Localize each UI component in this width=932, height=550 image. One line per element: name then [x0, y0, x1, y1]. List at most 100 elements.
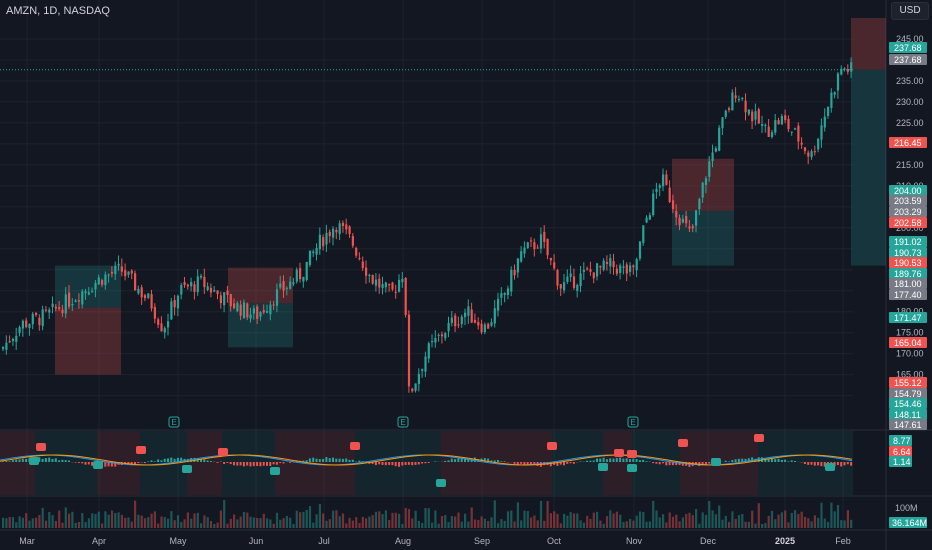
candle-body [421, 369, 424, 371]
price-tag [889, 337, 927, 348]
histogram-bar [467, 458, 470, 462]
candle-body [648, 215, 651, 220]
candle-body [586, 268, 589, 270]
volume-bar [678, 521, 681, 528]
histogram-bar [447, 460, 450, 462]
histogram-bar [523, 462, 526, 465]
histogram-bar [513, 462, 516, 464]
volume-bar [206, 517, 209, 528]
histogram-bar [619, 457, 622, 462]
candle-body [840, 68, 843, 75]
candle-body [764, 124, 767, 127]
volume-bar [794, 510, 797, 528]
volume-bar [579, 520, 582, 528]
histogram-bar [11, 460, 14, 462]
volume-bar [58, 510, 61, 528]
y-tick-label: 180.00 [896, 307, 924, 317]
histogram-bar [8, 461, 11, 462]
histogram-bar [487, 458, 490, 462]
volume-bar [71, 511, 74, 528]
candle-body [345, 224, 348, 230]
volume-bar [708, 501, 711, 528]
candle-body [605, 262, 609, 264]
histogram-bar [530, 462, 532, 466]
candle-body [823, 116, 826, 128]
histogram-bar [424, 462, 427, 464]
volume-bar [216, 522, 219, 528]
histogram-bar [704, 462, 707, 465]
volume-bar [107, 514, 110, 528]
volume-bar [658, 517, 661, 528]
volume-bar [285, 515, 288, 528]
volume-bar [252, 517, 255, 528]
volume-bar [140, 515, 143, 528]
volume-bar [440, 516, 444, 528]
candle-body [193, 284, 196, 292]
volume-bar [549, 513, 552, 528]
candle-body [500, 293, 503, 298]
candle-body [820, 125, 823, 140]
candle-body [209, 287, 213, 293]
candle-body [602, 260, 605, 270]
histogram-bar [282, 462, 285, 464]
histogram-bar [44, 458, 47, 462]
histogram-bar [226, 462, 229, 464]
volume-bar [176, 515, 180, 528]
candle-body [513, 269, 516, 276]
candle-body [695, 210, 698, 226]
candle-body [266, 311, 269, 313]
signal-marker-sell [627, 450, 637, 458]
volume-bar [94, 513, 97, 528]
candle-body [566, 276, 569, 282]
candle-body [790, 131, 793, 133]
y-tick-label: 235.00 [896, 76, 924, 86]
volume-bar [526, 511, 529, 528]
candle-body [305, 261, 308, 281]
candle-body [721, 117, 724, 129]
histogram-bar [223, 462, 226, 465]
candle-body [668, 187, 671, 203]
price-tag [889, 217, 927, 228]
volume-bar [681, 517, 684, 528]
volume-bar [338, 516, 341, 528]
candle-body [114, 265, 117, 275]
volume-bar [691, 515, 694, 528]
price-tag [889, 398, 927, 409]
candle-body [810, 151, 813, 158]
candle-body [464, 312, 467, 318]
price-tag-label: 154.46 [894, 399, 922, 409]
histogram-bar [645, 461, 648, 462]
volume-bar [114, 512, 117, 528]
volume-bar [586, 515, 589, 528]
candle-body [167, 321, 170, 328]
candle-body [229, 294, 232, 307]
volume-bar [355, 517, 358, 528]
candle-body [718, 127, 721, 151]
candle-body [424, 356, 427, 372]
histogram-bar [51, 458, 54, 462]
histogram-bar [807, 462, 810, 465]
candle-body [615, 268, 618, 274]
histogram-bar [259, 462, 262, 467]
candle-body [652, 193, 655, 215]
histogram-bar [21, 458, 24, 462]
volume-bar [368, 516, 371, 528]
volume-bar [417, 520, 420, 528]
volume-bar [130, 521, 133, 528]
currency-button[interactable]: USD [891, 2, 929, 20]
histogram-bar [157, 459, 160, 462]
volume-bar [143, 518, 147, 528]
histogram-bar [68, 460, 70, 462]
volume-bar [68, 513, 71, 528]
candle-body [21, 320, 24, 329]
histogram-bar [328, 458, 331, 462]
candle-body [275, 289, 279, 306]
volume-bar [275, 512, 279, 528]
volume-bar [592, 512, 595, 528]
volume-bar [54, 520, 57, 528]
histogram-bar [609, 458, 612, 462]
candle-body [322, 237, 325, 247]
volume-bar [840, 520, 843, 528]
histogram-bar [246, 462, 249, 466]
